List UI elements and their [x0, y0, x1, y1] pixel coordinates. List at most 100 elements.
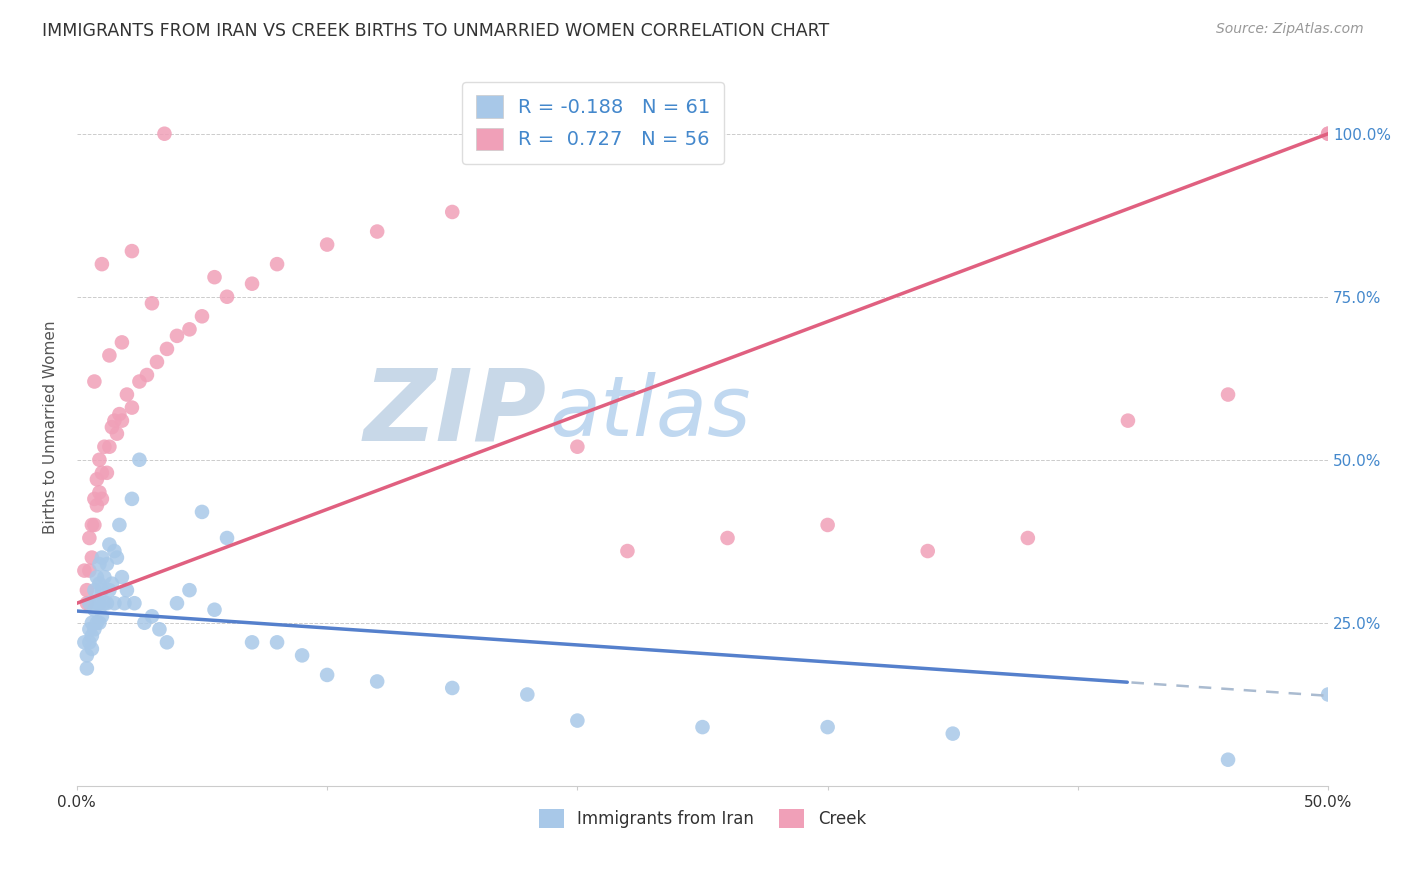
Text: atlas: atlas — [550, 372, 751, 453]
Point — [817, 518, 839, 533]
Point — [83, 583, 105, 598]
Point — [240, 635, 263, 649]
Point — [86, 615, 108, 630]
Point — [89, 485, 111, 500]
Point — [90, 491, 112, 506]
Point — [90, 550, 112, 565]
Point — [136, 368, 159, 382]
Point — [103, 596, 125, 610]
Point — [156, 635, 179, 649]
Point — [316, 237, 339, 252]
Point — [316, 668, 339, 682]
Point — [141, 296, 163, 310]
Point — [942, 726, 965, 740]
Point — [567, 714, 589, 728]
Point — [83, 491, 105, 506]
Point — [86, 472, 108, 486]
Point — [86, 570, 108, 584]
Point — [1317, 688, 1340, 702]
Point — [103, 544, 125, 558]
Point — [266, 257, 288, 271]
Point — [101, 576, 124, 591]
Point — [96, 557, 118, 571]
Point — [93, 596, 115, 610]
Point — [80, 629, 103, 643]
Point — [90, 466, 112, 480]
Point — [616, 544, 638, 558]
Point — [96, 596, 118, 610]
Point — [204, 603, 226, 617]
Point — [692, 720, 714, 734]
Point — [179, 322, 201, 336]
Point — [1317, 127, 1340, 141]
Point — [89, 615, 111, 630]
Point — [86, 499, 108, 513]
Point — [79, 531, 101, 545]
Point — [79, 635, 101, 649]
Point — [266, 635, 288, 649]
Point — [204, 270, 226, 285]
Point — [76, 583, 98, 598]
Point — [1317, 127, 1340, 141]
Point — [567, 440, 589, 454]
Point — [115, 583, 138, 598]
Point — [156, 342, 179, 356]
Point — [516, 688, 538, 702]
Text: IMMIGRANTS FROM IRAN VS CREEK BIRTHS TO UNMARRIED WOMEN CORRELATION CHART: IMMIGRANTS FROM IRAN VS CREEK BIRTHS TO … — [42, 22, 830, 40]
Point — [111, 335, 134, 350]
Point — [134, 615, 156, 630]
Point — [111, 414, 134, 428]
Point — [240, 277, 263, 291]
Point — [1216, 387, 1239, 401]
Point — [86, 596, 108, 610]
Point — [79, 564, 101, 578]
Legend: Immigrants from Iran, Creek: Immigrants from Iran, Creek — [533, 802, 873, 835]
Text: Source: ZipAtlas.com: Source: ZipAtlas.com — [1216, 22, 1364, 37]
Point — [121, 401, 143, 415]
Point — [76, 648, 98, 663]
Point — [108, 407, 131, 421]
Point — [153, 127, 176, 141]
Point — [179, 583, 201, 598]
Point — [83, 518, 105, 533]
Point — [111, 570, 134, 584]
Point — [917, 544, 939, 558]
Point — [90, 609, 112, 624]
Point — [76, 661, 98, 675]
Point — [124, 596, 146, 610]
Point — [291, 648, 314, 663]
Point — [89, 557, 111, 571]
Point — [112, 596, 135, 610]
Point — [366, 225, 388, 239]
Point — [146, 355, 169, 369]
Y-axis label: Births to Unmarried Women: Births to Unmarried Women — [44, 320, 58, 534]
Point — [98, 537, 121, 551]
Text: ZIP: ZIP — [363, 364, 546, 461]
Point — [1017, 531, 1039, 545]
Point — [128, 452, 150, 467]
Point — [148, 622, 170, 636]
Point — [89, 596, 111, 610]
Point — [73, 635, 96, 649]
Point — [441, 205, 464, 219]
Point — [79, 596, 101, 610]
Point — [191, 505, 214, 519]
Point — [83, 603, 105, 617]
Point — [441, 681, 464, 695]
Point — [80, 615, 103, 630]
Point — [215, 290, 238, 304]
Point — [121, 491, 143, 506]
Point — [79, 622, 101, 636]
Point — [191, 310, 214, 324]
Point — [90, 583, 112, 598]
Point — [166, 329, 188, 343]
Point — [366, 674, 388, 689]
Point — [105, 550, 128, 565]
Point — [141, 609, 163, 624]
Point — [1216, 753, 1239, 767]
Point — [166, 596, 188, 610]
Point — [93, 570, 115, 584]
Point — [215, 531, 238, 545]
Point — [96, 466, 118, 480]
Point — [817, 720, 839, 734]
